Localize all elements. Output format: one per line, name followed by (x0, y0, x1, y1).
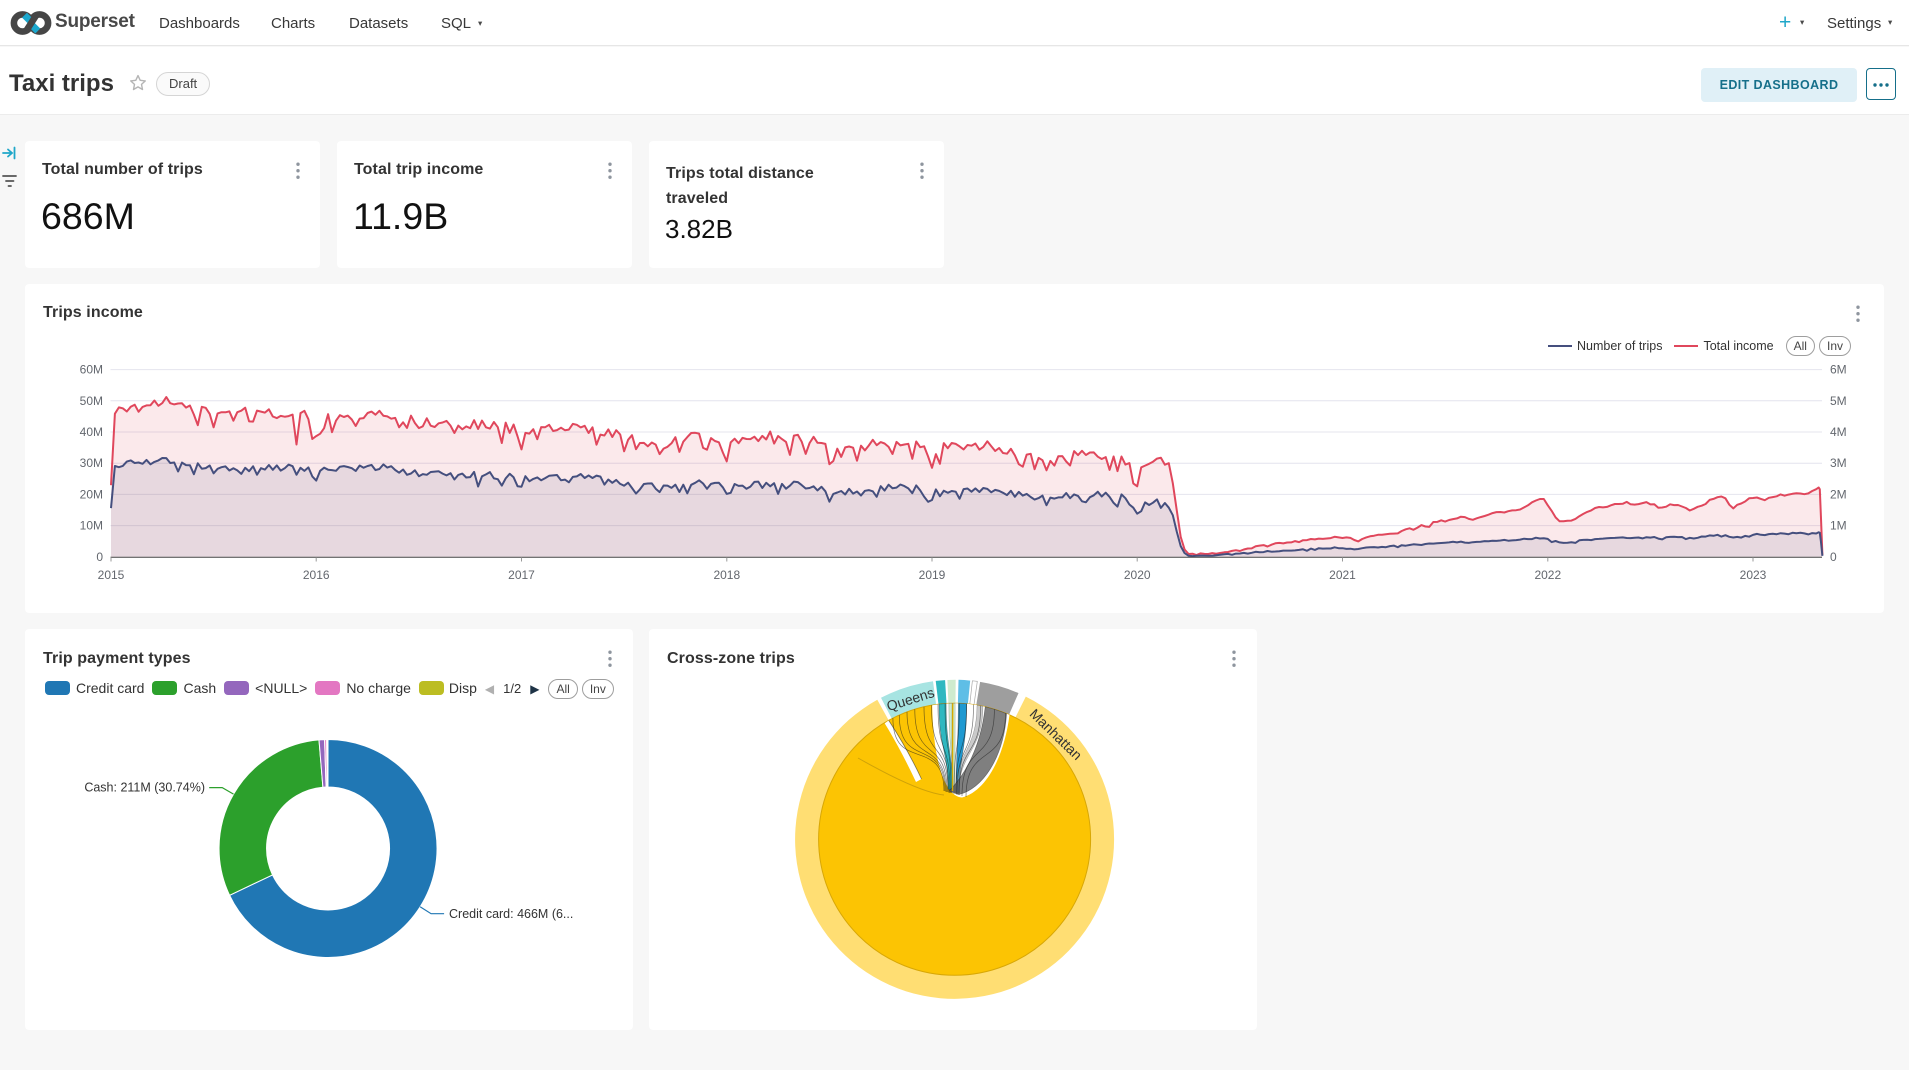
svg-text:2019: 2019 (919, 568, 946, 582)
svg-text:50M: 50M (80, 394, 103, 408)
svg-text:2023: 2023 (1740, 568, 1767, 582)
svg-text:2017: 2017 (508, 568, 535, 582)
svg-text:2016: 2016 (303, 568, 330, 582)
svg-text:2018: 2018 (713, 568, 740, 582)
svg-text:Cash: 211M (30.74%): Cash: 211M (30.74%) (84, 781, 205, 795)
svg-text:60M: 60M (80, 363, 103, 377)
svg-text:10M: 10M (80, 519, 103, 533)
svg-text:4M: 4M (1830, 425, 1847, 439)
svg-text:Credit card: 466M (6...: Credit card: 466M (6... (449, 907, 573, 921)
svg-text:20M: 20M (80, 487, 103, 501)
svg-text:2020: 2020 (1124, 568, 1151, 582)
svg-text:30M: 30M (80, 456, 103, 470)
svg-text:5M: 5M (1830, 394, 1847, 408)
svg-text:2022: 2022 (1534, 568, 1561, 582)
svg-text:2015: 2015 (98, 568, 125, 582)
svg-text:3M: 3M (1830, 456, 1847, 470)
svg-text:2021: 2021 (1329, 568, 1356, 582)
svg-text:0: 0 (1830, 550, 1837, 564)
svg-text:6M: 6M (1830, 363, 1847, 377)
svg-text:0: 0 (96, 550, 103, 564)
svg-text:2M: 2M (1830, 487, 1847, 501)
svg-text:40M: 40M (80, 425, 103, 439)
svg-text:1M: 1M (1830, 519, 1847, 533)
